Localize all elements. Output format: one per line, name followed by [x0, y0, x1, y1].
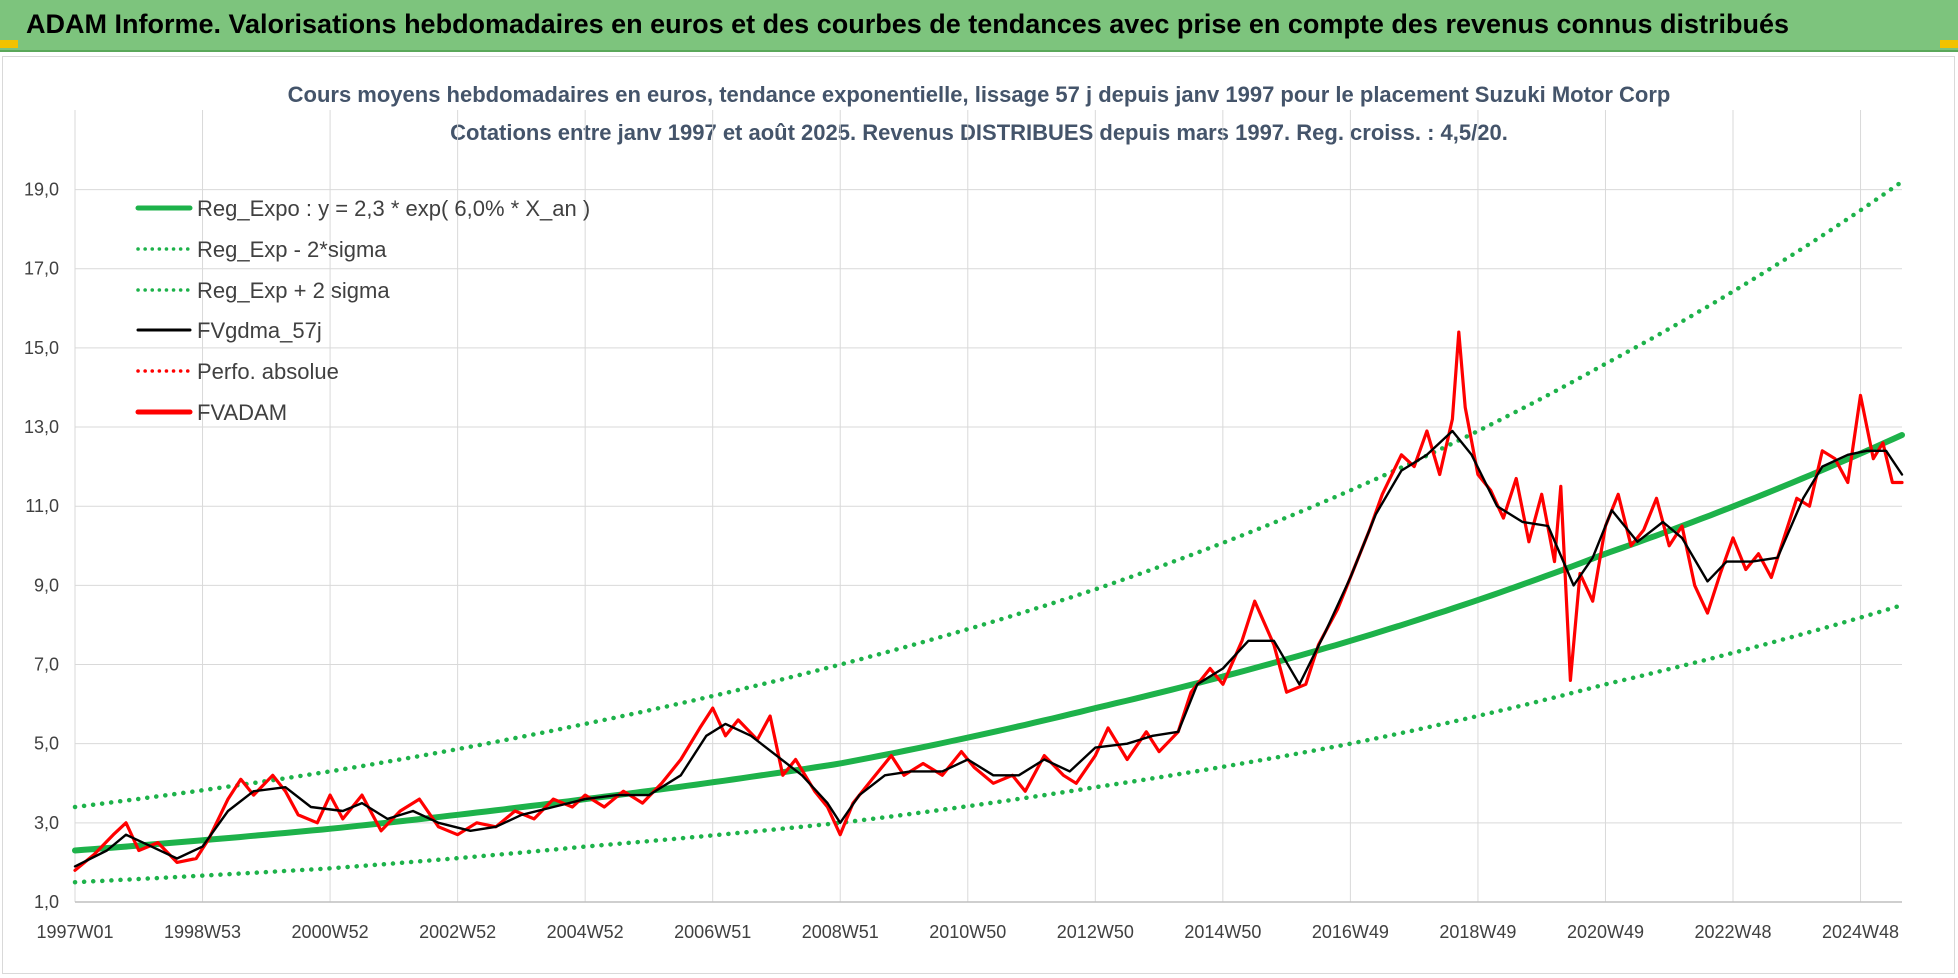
legend: Reg_Expo : y = 2,3 * exp( 6,0% * X_an ) R… — [135, 196, 590, 425]
x-tick-label: 2006W51 — [674, 922, 751, 942]
series-line — [72, 179, 1905, 810]
legend-label: Reg_Exp + 2 sigma — [197, 278, 390, 303]
y-tick-label: 1,0 — [34, 892, 59, 912]
series-line — [72, 602, 1905, 885]
corner-marker-right — [1940, 40, 1958, 48]
x-tick-label: 2016W49 — [1312, 922, 1389, 942]
legend-label: FVgdma_57j — [197, 318, 322, 343]
series-layer — [72, 179, 1905, 885]
y-tick-label: 19,0 — [24, 180, 59, 200]
y-tick-label: 9,0 — [34, 575, 59, 595]
x-tick-label: 2014W50 — [1184, 922, 1261, 942]
y-tick-label: 11,0 — [25, 496, 59, 516]
legend-label: Perfo. absolue — [197, 359, 339, 384]
legend-label: Reg_Expo : y = 2,3 * exp( 6,0% * X_an ) — [197, 196, 590, 221]
y-tick-label: 15,0 — [24, 338, 59, 358]
x-tick-label: 2022W48 — [1694, 922, 1771, 942]
legend-label: FVADAM — [197, 400, 287, 425]
y-tick-label: 13,0 — [24, 417, 59, 437]
x-tick-label: 2008W51 — [802, 922, 879, 942]
y-tick-label: 3,0 — [34, 813, 59, 833]
y-tick-label: 7,0 — [34, 655, 59, 675]
x-tick-label: 2020W49 — [1567, 922, 1644, 942]
series-line — [72, 432, 1905, 854]
chart-subtitle: Cotations entre janv 1997 et août 2025. … — [450, 120, 1508, 145]
series-line — [73, 330, 1904, 872]
chart-title: Cours moyens hebdomadaires en euros, ten… — [287, 82, 1671, 107]
y-tick-label: 5,0 — [34, 734, 59, 754]
legend-label: Reg_Exp - 2*sigma — [197, 237, 387, 262]
banner-title: ADAM Informe. Valorisations hebdomadaire… — [26, 9, 1790, 39]
x-tick-label: 2010W50 — [929, 922, 1006, 942]
x-tick-label: 1998W53 — [164, 922, 241, 942]
report-banner: ADAM Informe. Valorisations hebdomadaire… — [0, 0, 1958, 52]
x-tick-label: 2004W52 — [547, 922, 624, 942]
x-tick-label: 1997W01 — [36, 922, 113, 942]
corner-marker-left — [0, 40, 18, 48]
series-line — [73, 429, 1904, 868]
chart-frame — [2, 56, 1955, 974]
x-tick-label: 2024W48 — [1822, 922, 1899, 942]
axis-layer: 1997W01 1998W53 2000W52 2002W52 2004W52 2006W… — [24, 180, 1902, 942]
y-tick-label: 17,0 — [24, 259, 59, 279]
x-tick-label: 2002W52 — [419, 922, 496, 942]
x-tick-label: 2000W52 — [292, 922, 369, 942]
x-tick-label: 2018W49 — [1439, 922, 1516, 942]
grid-layer — [74, 110, 1902, 903]
x-tick-label: 2012W50 — [1057, 922, 1134, 942]
